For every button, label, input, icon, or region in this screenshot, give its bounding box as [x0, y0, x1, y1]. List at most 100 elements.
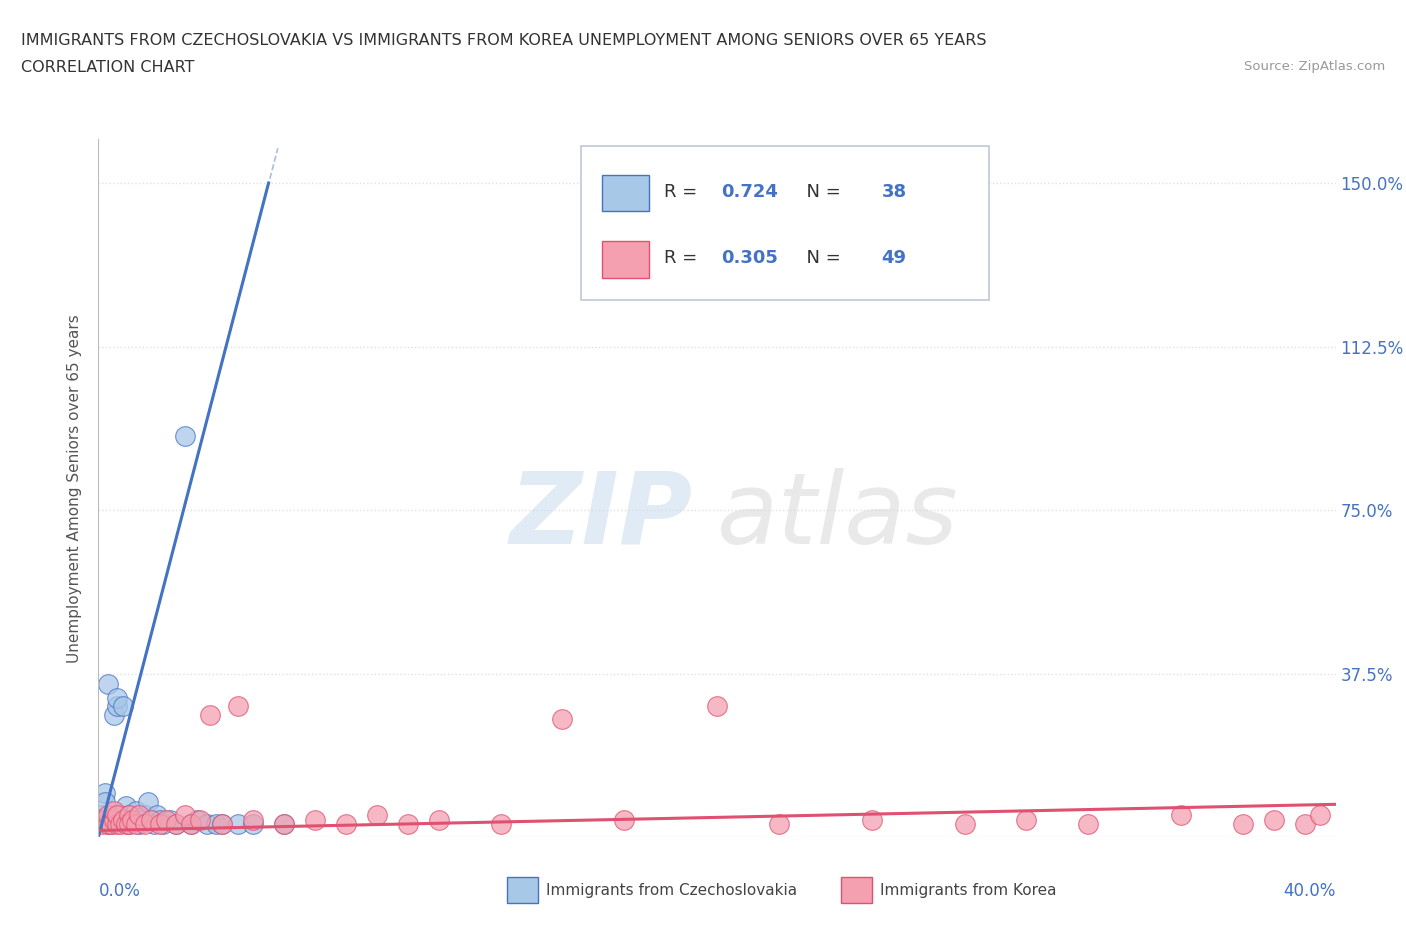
Point: [93, 812, 115, 827]
Point: [242, 817, 264, 831]
Point: [613, 812, 636, 827]
Point: [165, 817, 187, 831]
Point: [149, 817, 172, 831]
Point: [1263, 812, 1285, 827]
Text: ZIP: ZIP: [509, 468, 692, 565]
Point: [90, 817, 112, 831]
Point: [143, 817, 166, 831]
Text: R =: R =: [664, 183, 703, 201]
Point: [121, 812, 143, 827]
Point: [103, 812, 125, 827]
Point: [180, 817, 202, 831]
Point: [139, 812, 162, 827]
Point: [152, 817, 174, 831]
Point: [136, 794, 159, 809]
Point: [115, 799, 138, 814]
Point: [159, 812, 181, 827]
Point: [108, 808, 131, 823]
Point: [242, 812, 264, 827]
Point: [103, 804, 125, 818]
Text: 49: 49: [882, 249, 907, 267]
Point: [105, 808, 128, 823]
Point: [146, 808, 169, 823]
Text: 0.724: 0.724: [721, 183, 778, 201]
Point: [155, 812, 177, 827]
Point: [131, 812, 153, 827]
Point: [186, 812, 208, 827]
Point: [304, 812, 326, 827]
Point: [134, 808, 156, 823]
Point: [396, 817, 419, 831]
Point: [190, 812, 212, 827]
Text: CORRELATION CHART: CORRELATION CHART: [21, 60, 194, 75]
Text: 38: 38: [882, 183, 907, 201]
Point: [226, 817, 249, 831]
Point: [706, 698, 728, 713]
Text: R =: R =: [664, 249, 703, 267]
Point: [118, 817, 141, 831]
Point: [112, 812, 135, 827]
Point: [195, 817, 218, 831]
Point: [112, 698, 135, 713]
Point: [211, 817, 233, 831]
Point: [860, 812, 883, 827]
Text: 0.0%: 0.0%: [98, 883, 141, 900]
Point: [205, 817, 228, 831]
Point: [1309, 808, 1331, 823]
Text: N =: N =: [794, 249, 846, 267]
Text: Source: ZipAtlas.com: Source: ZipAtlas.com: [1244, 60, 1385, 73]
Point: [97, 808, 120, 823]
Point: [489, 817, 512, 831]
Point: [97, 817, 120, 831]
Point: [1077, 817, 1099, 831]
Text: 0.305: 0.305: [721, 249, 778, 267]
Point: [149, 812, 172, 827]
Point: [174, 808, 197, 823]
Text: Immigrants from Korea: Immigrants from Korea: [880, 883, 1057, 897]
Point: [1015, 812, 1038, 827]
Point: [103, 812, 125, 827]
Point: [100, 817, 122, 831]
Point: [366, 808, 388, 823]
Point: [118, 808, 141, 823]
Point: [335, 817, 357, 831]
Point: [1170, 808, 1192, 823]
Point: [134, 817, 156, 831]
Point: [115, 817, 138, 831]
Text: N =: N =: [794, 183, 846, 201]
Point: [100, 817, 122, 831]
Point: [90, 808, 112, 823]
Point: [121, 812, 143, 827]
Point: [124, 817, 146, 831]
Point: [551, 711, 574, 726]
Point: [112, 812, 135, 827]
Point: [97, 677, 120, 692]
Point: [108, 817, 131, 831]
Point: [105, 698, 128, 713]
Point: [1232, 817, 1254, 831]
Point: [198, 708, 221, 723]
Point: [128, 817, 150, 831]
FancyBboxPatch shape: [506, 877, 537, 903]
Text: Immigrants from Czechoslovakia: Immigrants from Czechoslovakia: [547, 883, 797, 897]
Point: [273, 817, 295, 831]
Point: [103, 708, 125, 723]
FancyBboxPatch shape: [581, 147, 990, 300]
Point: [124, 804, 146, 818]
Point: [97, 817, 120, 831]
Point: [93, 794, 115, 809]
Point: [165, 817, 187, 831]
Point: [139, 812, 162, 827]
Point: [1294, 817, 1316, 831]
Point: [118, 817, 141, 831]
FancyBboxPatch shape: [841, 877, 872, 903]
Point: [226, 698, 249, 713]
Point: [211, 817, 233, 831]
Text: IMMIGRANTS FROM CZECHOSLOVAKIA VS IMMIGRANTS FROM KOREA UNEMPLOYMENT AMONG SENIO: IMMIGRANTS FROM CZECHOSLOVAKIA VS IMMIGR…: [21, 33, 987, 47]
Point: [953, 817, 976, 831]
Point: [105, 690, 128, 705]
Point: [427, 812, 450, 827]
FancyBboxPatch shape: [602, 242, 650, 277]
Point: [105, 817, 128, 831]
Text: 40.0%: 40.0%: [1284, 883, 1336, 900]
